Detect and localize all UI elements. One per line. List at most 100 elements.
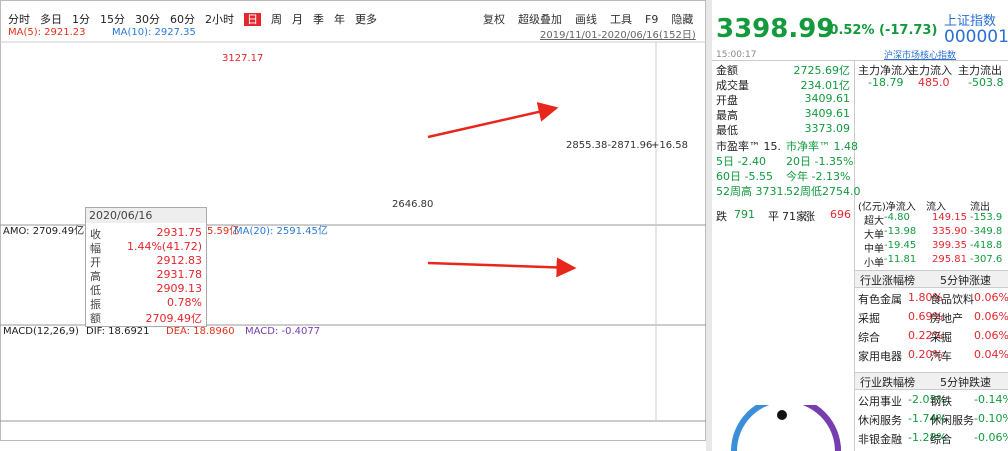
tooltip-value: 2931.78 bbox=[156, 268, 203, 281]
macd-legend: DIF: 18.6921 bbox=[86, 326, 150, 337]
flow-table-cell: -418.8 bbox=[970, 240, 1003, 251]
tooltip-label: 低 bbox=[90, 284, 101, 297]
flow-header: 主力流出 bbox=[958, 64, 1002, 77]
flow-table-cell: -13.98 bbox=[884, 226, 917, 237]
date-range[interactable]: 2019/11/01-2020/06/16(152日) bbox=[540, 30, 696, 41]
period-tab[interactable]: 60分 bbox=[170, 13, 195, 26]
period-tab[interactable]: 30分 bbox=[135, 13, 160, 26]
industry-cell: 0.22% bbox=[908, 329, 943, 342]
stat-label: 开盘 bbox=[716, 94, 738, 107]
stat-value: 3373.09 bbox=[804, 122, 851, 135]
period-tab[interactable]: 2小时 bbox=[205, 13, 234, 26]
tool-button[interactable]: 工具 bbox=[610, 13, 632, 26]
period-tab[interactable]: 分时 bbox=[8, 13, 30, 26]
industry-header-bar bbox=[855, 270, 1008, 288]
annotation-arrow bbox=[427, 257, 577, 278]
kline-panel: MA(5): 2921.23 MA(10): 2927.35 3127.17 2… bbox=[0, 0, 706, 441]
flow-table-cell: -11.81 bbox=[884, 254, 917, 265]
flow-table-cell: 大单 bbox=[864, 230, 884, 241]
period-tab[interactable]: 月 bbox=[292, 13, 303, 26]
splitter bbox=[706, 0, 712, 451]
valuation: 20日 -1.35% bbox=[786, 155, 854, 168]
flow-table-cell: 超大 bbox=[864, 216, 884, 227]
period-tab[interactable]: 季 bbox=[313, 13, 324, 26]
industry-cell: 采掘 bbox=[858, 312, 880, 325]
tooltip-date: 2020/06/16 bbox=[86, 208, 206, 223]
flow-table-cell: 335.90 bbox=[932, 226, 967, 237]
flow-value: -18.79 bbox=[868, 76, 904, 89]
stat-label: 最高 bbox=[716, 109, 738, 122]
tooltip-label: 振 bbox=[90, 298, 101, 311]
flow-table-cell: -349.8 bbox=[970, 226, 1003, 237]
period-tab[interactable]: 周 bbox=[271, 13, 282, 26]
valuation: 52周高 3731. bbox=[716, 185, 787, 198]
period-tabs: 分时 多日 1分 15分 30分 60分 2小时日周月季年更多 bbox=[8, 11, 387, 27]
distribution-chart bbox=[716, 224, 856, 399]
index-name: 上证指数 bbox=[944, 14, 997, 29]
tooltip-value: 2709.49亿 bbox=[145, 312, 203, 325]
divider bbox=[854, 60, 855, 451]
industry-cell: 综合 bbox=[858, 331, 880, 344]
time: 15:00:17 bbox=[716, 50, 757, 60]
tooltip-label: 幅 bbox=[90, 242, 101, 255]
stat-label: 最低 bbox=[716, 124, 738, 137]
flow-table-cell: -4.80 bbox=[884, 212, 910, 223]
valuation: 60日 -5.55 bbox=[716, 170, 773, 183]
stat-label: 金额 bbox=[716, 64, 738, 77]
tool-button[interactable]: 超级叠加 bbox=[518, 13, 562, 26]
industry-cell: 0.04% bbox=[974, 348, 1008, 361]
low-annotation: 2646.80 bbox=[392, 199, 433, 210]
industry-cell: 0.06% bbox=[974, 291, 1008, 304]
industry-cell: 食品饮料 bbox=[930, 293, 974, 306]
flow-header: 主力净流入 bbox=[858, 64, 913, 77]
tooltip-label: 收 bbox=[90, 228, 101, 241]
tooltip: 2020/06/16 收 2931.75 幅 1.44%(41.72) 开 2912.83… bbox=[85, 207, 207, 327]
industry-header: 5分钟涨速 bbox=[940, 274, 991, 287]
period-tab[interactable]: 更多 bbox=[355, 13, 377, 26]
industry-cell: 休闲服务 bbox=[930, 414, 974, 427]
tool-button[interactable]: 画线 bbox=[575, 13, 597, 26]
gauge bbox=[731, 405, 841, 451]
period-tab[interactable]: 1分 bbox=[72, 13, 90, 26]
period-tab[interactable]: 15分 bbox=[100, 13, 125, 26]
flow-table-cell: -19.45 bbox=[884, 240, 917, 251]
industry-cell: 1.80% bbox=[908, 291, 943, 304]
stat-value: 2725.69亿 bbox=[793, 64, 851, 77]
gauge-arc bbox=[802, 405, 841, 451]
stat-value: 234.01亿 bbox=[800, 79, 851, 92]
breadth: 平 bbox=[768, 210, 779, 223]
breadth: 涨 bbox=[804, 210, 815, 223]
industry-cell: 采掘 bbox=[930, 331, 952, 344]
tool-button[interactable]: 隐藏 bbox=[671, 13, 694, 26]
period-tab[interactable]: 年 bbox=[334, 13, 345, 26]
flow-table-cell: 295.81 bbox=[932, 254, 967, 265]
valuation: 市净率™ 1.48 bbox=[786, 140, 858, 153]
tooltip-value: 1.44%(41.72) bbox=[126, 240, 202, 253]
flow-table-cell: -153.9 bbox=[970, 212, 1003, 223]
industry-cell: 0.69% bbox=[908, 310, 943, 323]
market-link[interactable]: 沪深市场核心指数 bbox=[884, 51, 957, 61]
period-tab[interactable]: 多日 bbox=[40, 13, 62, 26]
flow-table-cell: 小单 bbox=[864, 258, 884, 269]
tool-button[interactable]: F9 bbox=[645, 13, 659, 26]
macd-legend: MACD: -0.4077 bbox=[245, 326, 320, 337]
industry-cell: 0.06% bbox=[974, 310, 1008, 323]
industry-cell: -0.14% bbox=[974, 393, 1008, 406]
industry-cell: 汽车 bbox=[930, 350, 952, 363]
industry-cell: 0.06% bbox=[974, 329, 1008, 342]
industry-cell: 综合 bbox=[930, 433, 952, 446]
diff-annotation: +16.58 bbox=[651, 140, 688, 151]
industry-cell: 钢铁 bbox=[930, 395, 952, 408]
tooltip-label: 高 bbox=[90, 270, 101, 283]
valuation: 今年 -2.13% bbox=[786, 170, 851, 183]
volume-legend: MA(20): 2591.45亿 bbox=[234, 224, 328, 237]
period-tab[interactable]: 日 bbox=[244, 13, 261, 26]
breadth: 71家 bbox=[782, 210, 807, 223]
tooltip-value: 0.78% bbox=[167, 296, 202, 309]
tool-button[interactable]: 复权 bbox=[483, 13, 505, 26]
tooltip-value: 2909.13 bbox=[156, 282, 203, 295]
divider bbox=[712, 60, 1008, 61]
industry-cell: -1.74% bbox=[908, 412, 947, 425]
breadth: 696 bbox=[830, 208, 851, 221]
